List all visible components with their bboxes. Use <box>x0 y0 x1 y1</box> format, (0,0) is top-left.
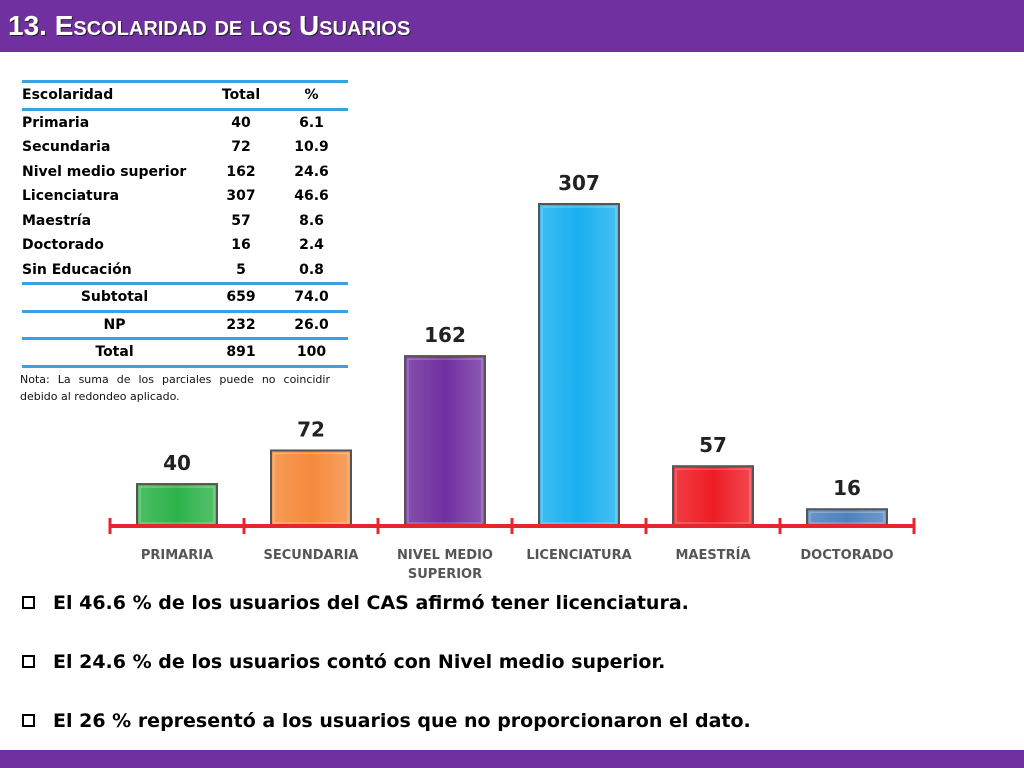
bar-highlight <box>541 206 617 524</box>
bullet-list: El 46.6 % de los usuarios del CAS afirmó… <box>22 588 1002 765</box>
total-label: Total <box>22 337 207 368</box>
bullet-text: El 26 % representó a los usuarios que no… <box>53 709 751 732</box>
bar-chart: 40 PRIMARIA 72 SECUNDARIA 162 NIVEL MEDIO SUPE… <box>108 171 916 582</box>
table-cell-level: Secundaria <box>22 139 111 156</box>
table-row: Maestría 57 8.6 <box>22 209 348 234</box>
bar-highlight <box>809 511 885 524</box>
table-cell-total: 162 <box>226 163 256 180</box>
np-row: NP 232 26.0 <box>22 309 348 339</box>
bullet-item: El 46.6 % de los usuarios del CAS afirmó… <box>22 588 1002 617</box>
bar-highlight <box>407 358 483 524</box>
table-row: Sin Educación 5 0.8 <box>22 258 348 284</box>
table-cell-level: Licenciatura <box>22 188 120 205</box>
bar-maestría <box>672 465 754 528</box>
checkbox-bullet-icon <box>22 655 35 668</box>
table-cell-total: 307 <box>226 188 256 205</box>
page-title: 13. Escolaridad de los Usuarios <box>8 10 411 41</box>
data-label: 40 <box>163 451 191 475</box>
table-cell-percent: 46.6 <box>294 188 329 205</box>
total-total: 891 <box>207 337 275 368</box>
category-label: NIVEL MEDIO <box>397 548 493 563</box>
table-cell-total: 5 <box>236 261 246 278</box>
table-cell-level: Doctorado <box>22 237 104 254</box>
header-percent: % <box>275 80 348 111</box>
category-label: MAESTRÍA <box>675 547 750 563</box>
category-label: SECUNDARIA <box>264 548 359 563</box>
bar-highlight <box>139 486 215 524</box>
bar-highlight <box>273 452 349 524</box>
summary-table: Escolaridad Total % Primaria 40 6.1 Secu… <box>22 80 348 368</box>
header-escolaridad: Escolaridad <box>22 80 207 111</box>
table-cell-level: Nivel medio superior <box>22 163 187 180</box>
table-cell-percent: 0.8 <box>299 261 324 278</box>
table-cell-percent: 8.6 <box>299 212 324 229</box>
table-cell-percent: 24.6 <box>294 163 329 180</box>
title-bar: 13. Escolaridad de los Usuarios <box>0 0 1024 52</box>
table-cell-level: Sin Educación <box>22 261 132 278</box>
subtotal-row: Subtotal 659 74.0 <box>22 282 348 311</box>
np-total: 232 <box>207 309 275 339</box>
bar-highlight <box>675 468 751 524</box>
table-row: Licenciatura 307 46.6 <box>22 184 348 209</box>
data-label: 57 <box>699 433 727 457</box>
table-row: Nivel medio superior 162 24.6 <box>22 160 348 185</box>
data-label: 307 <box>558 171 600 195</box>
table-cell-percent: 6.1 <box>299 114 324 131</box>
np-percent: 26.0 <box>275 309 348 339</box>
total-percent: 100 <box>275 337 348 368</box>
checkbox-bullet-icon <box>22 596 35 609</box>
bullet-text: El 24.6 % de los usuarios contó con Nive… <box>53 650 666 673</box>
bullet-item: El 24.6 % de los usuarios contó con Nive… <box>22 647 1002 676</box>
table-row: Primaria 40 6.1 <box>22 109 348 135</box>
table-cell-percent: 10.9 <box>294 139 329 156</box>
checkbox-bullet-icon <box>22 714 35 727</box>
subtotal-total: 659 <box>207 282 275 311</box>
category-label: PRIMARIA <box>141 548 213 563</box>
np-label: NP <box>22 309 207 339</box>
subtotal-label: Subtotal <box>22 282 207 311</box>
bullet-text: El 46.6 % de los usuarios del CAS afirmó… <box>53 591 689 614</box>
bullet-item: El 26 % representó a los usuarios que no… <box>22 706 1002 735</box>
table-cell-level: Primaria <box>22 114 90 131</box>
bar-primaria <box>136 483 218 527</box>
table-row: Doctorado 16 2.4 <box>22 233 348 258</box>
category-label: SUPERIOR <box>408 567 482 582</box>
table-cell-total: 16 <box>231 237 251 254</box>
table-cell-total: 40 <box>231 114 251 131</box>
data-label: 162 <box>424 323 466 347</box>
data-label: 72 <box>297 417 325 441</box>
data-label: 16 <box>833 476 861 500</box>
table-cell-total: 57 <box>231 212 251 229</box>
bottom-bar <box>0 750 1024 768</box>
table-header-row: Escolaridad Total % <box>22 80 348 111</box>
category-label: LICENCIATURA <box>526 548 631 563</box>
table-cell-level: Maestría <box>22 212 92 229</box>
table-row: Secundaria 72 10.9 <box>22 135 348 160</box>
bar-secundaria <box>270 449 352 527</box>
total-row: Total 891 100 <box>22 337 348 368</box>
subtotal-percent: 74.0 <box>275 282 348 311</box>
bar-nivel-medio-superior <box>404 355 486 527</box>
table-cell-total: 72 <box>231 139 251 156</box>
bar-licenciatura <box>538 203 620 527</box>
rounding-note: Nota: La suma de los parciales puede no … <box>20 373 330 403</box>
category-label: DOCTORADO <box>800 548 893 563</box>
header-total: Total <box>207 80 275 111</box>
table-cell-percent: 2.4 <box>299 237 324 254</box>
